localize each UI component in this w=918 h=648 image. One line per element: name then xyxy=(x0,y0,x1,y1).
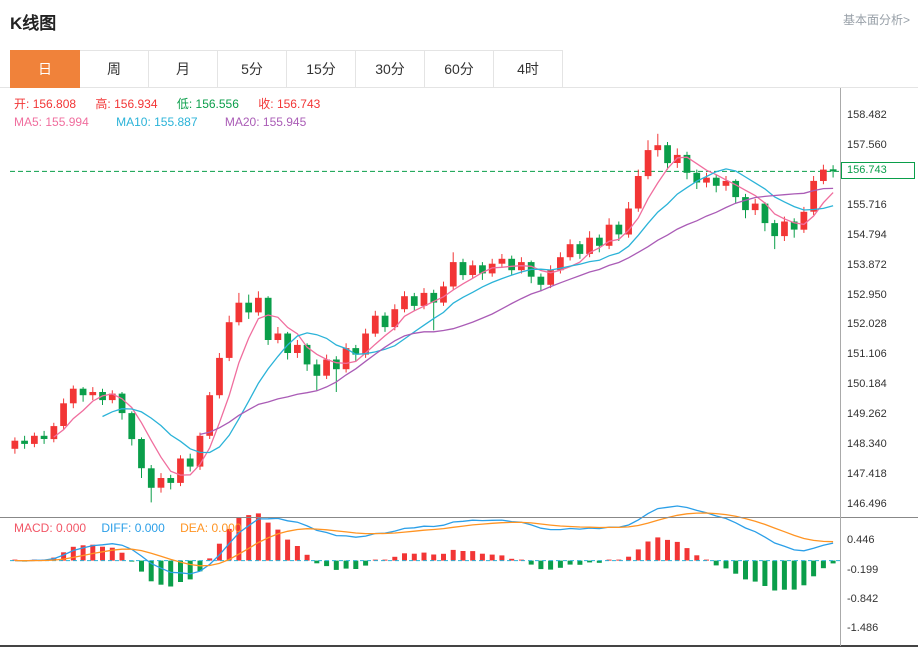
tab-4时[interactable]: 4时 xyxy=(493,50,563,88)
ma-lines xyxy=(53,156,834,476)
price-axis-label: 147.418 xyxy=(847,468,887,481)
macd-pair: MACD: 0.000 xyxy=(14,521,86,535)
close-pair: 收: 156.743 xyxy=(258,97,320,111)
macd-axis-label: -1.486 xyxy=(847,621,879,634)
dea-pair: DEA: 0.000 xyxy=(180,521,241,535)
ma10-pair: MA10: 155.887 xyxy=(116,115,197,129)
ma5-pair: MA5: 155.994 xyxy=(14,115,89,129)
dea-label: DEA: xyxy=(180,521,209,535)
price-axis-label: 152.950 xyxy=(847,288,887,301)
macd-readout: MACD: 0.000 DIFF: 0.000 DEA: 0.000 xyxy=(14,521,254,535)
ma5-label: MA5: xyxy=(14,115,43,129)
macd-axis-label: -0.842 xyxy=(847,592,879,605)
ma20-label: MA20: xyxy=(224,115,260,129)
tab-日[interactable]: 日 xyxy=(10,50,80,88)
low-value: 156.556 xyxy=(195,97,239,111)
diff-line xyxy=(14,505,834,575)
open-value: 156.808 xyxy=(32,97,77,111)
macd-axis-label: -0.199 xyxy=(847,563,879,576)
timeframe-tabs: 日周月 5分 15分 30分 60分 4时 xyxy=(0,50,918,88)
open-label: 开: xyxy=(14,97,30,111)
open-pair: 开: 156.808 xyxy=(14,97,76,111)
low-label: 低: xyxy=(176,97,193,111)
price-axis-label: 153.872 xyxy=(847,258,887,271)
current-price-badge: 156.743 xyxy=(841,162,915,180)
ma20-pair: MA20: 155.945 xyxy=(225,115,306,129)
close-value: 156.743 xyxy=(276,97,321,111)
price-axis-label: 148.340 xyxy=(847,438,887,451)
price-axis-label: 151.106 xyxy=(847,348,887,361)
page-title: K线图 xyxy=(10,14,57,33)
high-label: 高: xyxy=(95,97,111,111)
low-pair: 低: 156.556 xyxy=(177,97,239,111)
ma10-label: MA10: xyxy=(116,115,151,129)
price-axis-label: 154.794 xyxy=(847,228,887,241)
price-axis-label: 149.262 xyxy=(847,408,887,421)
tab-5分[interactable]: 5分 xyxy=(217,50,287,88)
diff-pair: DIFF: 0.000 xyxy=(101,521,164,535)
close-label: 收: xyxy=(258,97,274,111)
macd-label: MACD: xyxy=(14,521,53,535)
tab-30分[interactable]: 30分 xyxy=(355,50,425,88)
price-axis-label: 150.184 xyxy=(847,378,887,391)
fundamental-analysis-link[interactable]: 基本面分析> xyxy=(842,13,910,27)
ma10-value: 155.887 xyxy=(154,115,198,129)
price-axis-label: 146.496 xyxy=(847,498,887,511)
high-value: 156.934 xyxy=(114,97,158,111)
tab-60分[interactable]: 60分 xyxy=(424,50,494,88)
ohlc-readout: 开: 156.808 高: 156.934 低: 156.556 收: 156.… xyxy=(14,95,336,112)
candles xyxy=(11,133,837,503)
tab-月[interactable]: 月 xyxy=(148,50,218,88)
ma20-value: 155.945 xyxy=(262,115,307,129)
diff-label: DIFF: xyxy=(101,521,132,535)
dea-value: 0.000 xyxy=(211,521,242,535)
price-axis-label: 152.028 xyxy=(847,318,887,331)
tab-周[interactable]: 周 xyxy=(79,50,149,88)
ma5-value: 155.994 xyxy=(45,115,89,129)
price-axis-label: 158.482 xyxy=(847,108,887,121)
high-pair: 高: 156.934 xyxy=(95,97,157,111)
price-axis-label: 157.560 xyxy=(847,138,887,151)
ma-readout: MA5: 155.994 MA10: 155.887 MA20: 155.945 xyxy=(14,115,330,129)
tab-15分[interactable]: 15分 xyxy=(286,50,356,88)
macd-axis-label: 0.446 xyxy=(847,534,875,547)
diff-value: 0.000 xyxy=(134,521,165,535)
price-axis-label: 155.716 xyxy=(847,198,887,211)
macd-value: 0.000 xyxy=(56,521,87,535)
